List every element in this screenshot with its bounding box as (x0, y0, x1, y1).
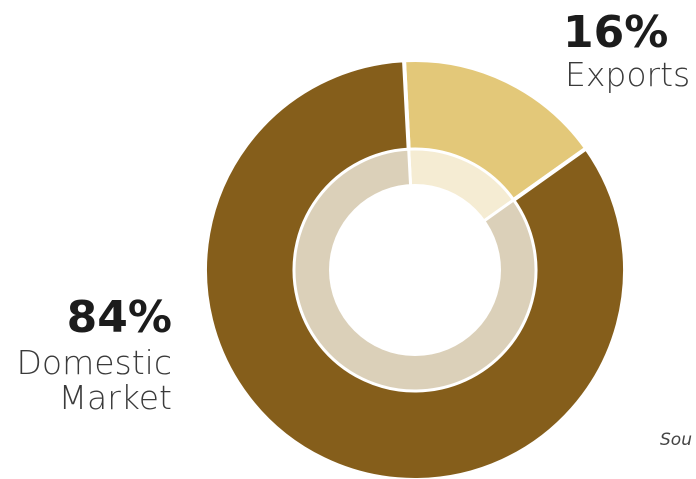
domestic-category-label: Domestic Market (16, 343, 173, 417)
donut-hole (329, 184, 501, 356)
source-note: Sou (660, 430, 692, 450)
exports-percent-label: 16% (563, 7, 669, 58)
domestic-label-line-2: Market (58, 377, 172, 417)
domestic-percent-label: 84% (66, 292, 172, 343)
domestic-market-slice (203, 58, 627, 479)
domestic-label-line-1: Domestic (16, 343, 173, 382)
exports-category-label: Exports (565, 55, 691, 94)
